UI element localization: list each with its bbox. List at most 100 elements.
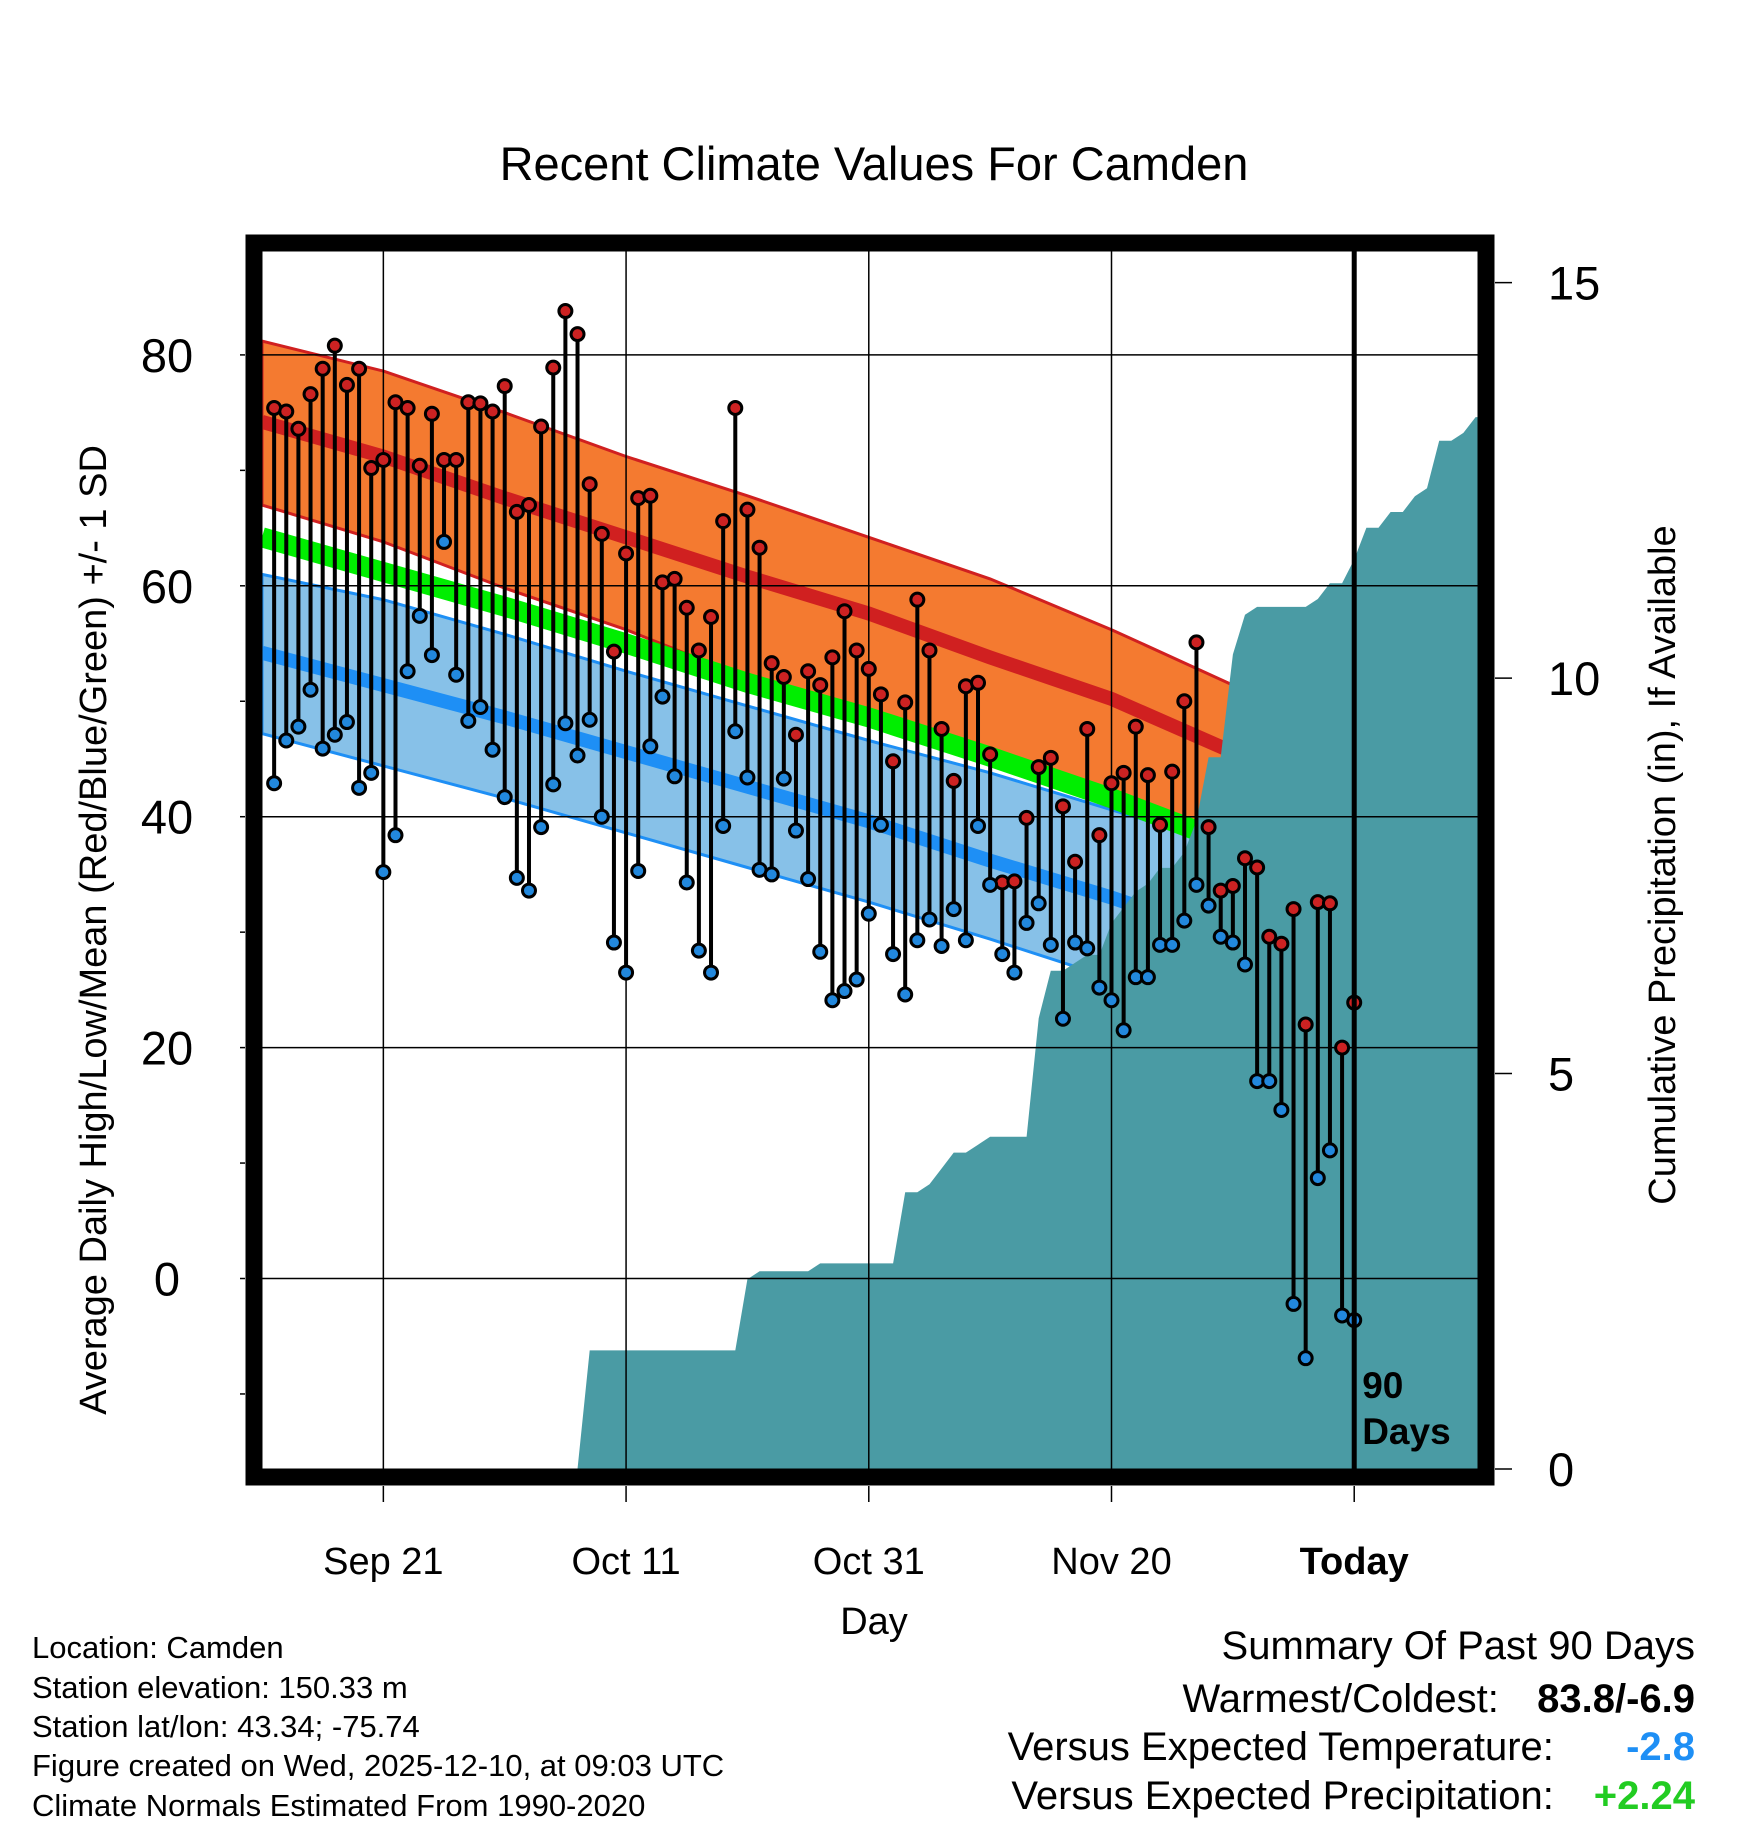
summary-temp: Versus Expected Temperature: -2.8: [1008, 1727, 1695, 1767]
daily-high-point: [860, 660, 877, 677]
daily-high-point: [703, 608, 720, 625]
daily-high-point: [1030, 759, 1047, 776]
daily-low-point: [1200, 897, 1217, 914]
daily-low-point: [1188, 876, 1205, 893]
daily-low-point: [496, 789, 513, 806]
daily-low-point: [957, 932, 974, 949]
daily-high-point: [387, 394, 404, 411]
daily-low-point: [909, 932, 926, 949]
daily-high-point: [1127, 718, 1144, 735]
daily-high-point: [302, 386, 319, 403]
daily-high-point: [1273, 935, 1290, 952]
daily-high-point: [787, 726, 804, 743]
summary-warm-cold: Warmest/Coldest: 83.8/-6.9: [1183, 1679, 1696, 1719]
daily-high-point: [278, 403, 295, 420]
info-elevation: Station elevation: 150.33 m: [32, 1670, 408, 1705]
daily-low-point: [569, 747, 586, 764]
daily-high-point: [448, 451, 465, 468]
daily-low-point: [872, 816, 889, 833]
daily-low-point: [824, 992, 841, 1009]
daily-low-point: [618, 964, 635, 981]
x-tick-label: Sep 21: [323, 1541, 443, 1583]
daily-high-point: [484, 403, 501, 420]
daily-low-point: [266, 775, 283, 792]
daily-high-point: [326, 337, 343, 354]
daily-high-point: [411, 457, 428, 474]
precip-departure-label: Versus Expected Precipitation:: [1011, 1774, 1554, 1818]
daily-low-point: [436, 533, 453, 550]
daily-low-point: [1309, 1170, 1326, 1187]
daily-low-point: [1273, 1101, 1290, 1118]
daily-low-point: [423, 647, 440, 664]
daily-high-point: [800, 663, 817, 680]
daily-high-point: [1006, 873, 1023, 890]
daily-low-point: [715, 817, 732, 834]
y-tick-label: 80: [141, 329, 193, 382]
summary-precip: Versus Expected Precipitation: +2.24: [1011, 1776, 1695, 1816]
x-axis-label: Day: [840, 1601, 908, 1643]
daily-high-point: [1103, 775, 1120, 792]
daily-low-point: [460, 712, 477, 729]
daily-low-point: [703, 964, 720, 981]
daily-high-point: [921, 642, 938, 659]
daily-high-point: [1297, 1016, 1314, 1033]
warm-cold-label: Warmest/Coldest:: [1182, 1677, 1499, 1721]
daily-low-point: [472, 699, 489, 716]
daily-low-point: [836, 983, 853, 1000]
daily-high-point: [751, 539, 768, 556]
daily-low-point: [1164, 936, 1181, 953]
plot-body: [262, 251, 1478, 1469]
warm-cold-value: 83.8/-6.9: [1537, 1677, 1695, 1721]
daily-high-point: [338, 376, 355, 393]
daily-high-point: [533, 418, 550, 435]
daily-high-point: [945, 772, 962, 789]
daily-low-point: [1079, 940, 1096, 957]
daily-low-point: [387, 827, 404, 844]
daily-low-point: [375, 864, 392, 881]
daily-high-point: [1115, 764, 1132, 781]
daily-low-point: [812, 943, 829, 960]
daily-high-point: [1152, 816, 1169, 833]
daily-low-point: [363, 764, 380, 781]
daily-high-point: [897, 694, 914, 711]
daily-low-point: [678, 874, 695, 891]
daily-low-point: [593, 808, 610, 825]
temp-departure-label: Versus Expected Temperature:: [1007, 1725, 1554, 1769]
daily-low-point: [994, 946, 1011, 963]
daily-low-point: [775, 770, 792, 787]
daily-low-point: [1297, 1350, 1314, 1367]
daily-low-point: [1054, 1010, 1071, 1027]
daily-low-point: [1042, 936, 1059, 953]
daily-low-point: [508, 869, 525, 886]
daily-high-point: [909, 591, 926, 608]
daily-low-point: [1018, 914, 1035, 931]
daily-high-point: [885, 753, 902, 770]
daily-low-point: [1030, 895, 1047, 912]
y-tick-label: 0: [154, 1253, 180, 1306]
daily-high-point: [727, 400, 744, 417]
daily-low-point: [739, 769, 756, 786]
y-tick-label: 60: [141, 560, 193, 613]
daily-low-point: [1139, 969, 1156, 986]
daily-high-point: [399, 400, 416, 417]
daily-high-point: [982, 746, 999, 763]
daily-high-point: [1067, 853, 1084, 870]
daily-low-point: [630, 862, 647, 879]
daily-high-point: [1285, 901, 1302, 918]
daily-low-point: [848, 971, 865, 988]
daily-high-point: [1054, 798, 1071, 815]
daily-low-point: [1006, 964, 1023, 981]
daily-low-point: [1224, 934, 1241, 951]
daily-low-point: [314, 740, 331, 757]
daily-high-point: [763, 655, 780, 672]
daily-low-point: [351, 779, 368, 796]
today-days-label: Days: [1362, 1411, 1450, 1452]
plot-area: 90 Days 80 60 40 20 0 15 10 5 0 Sep 21 Oct 11 Oct 31 N…: [141, 234, 1600, 1583]
daily-high-point: [642, 487, 659, 504]
daily-low-point: [897, 986, 914, 1003]
daily-low-point: [605, 934, 622, 951]
daily-high-point: [1042, 749, 1059, 766]
daily-low-point: [885, 946, 902, 963]
temp-departure-value: -2.8: [1626, 1725, 1695, 1769]
y-tick-label: 40: [141, 791, 193, 844]
